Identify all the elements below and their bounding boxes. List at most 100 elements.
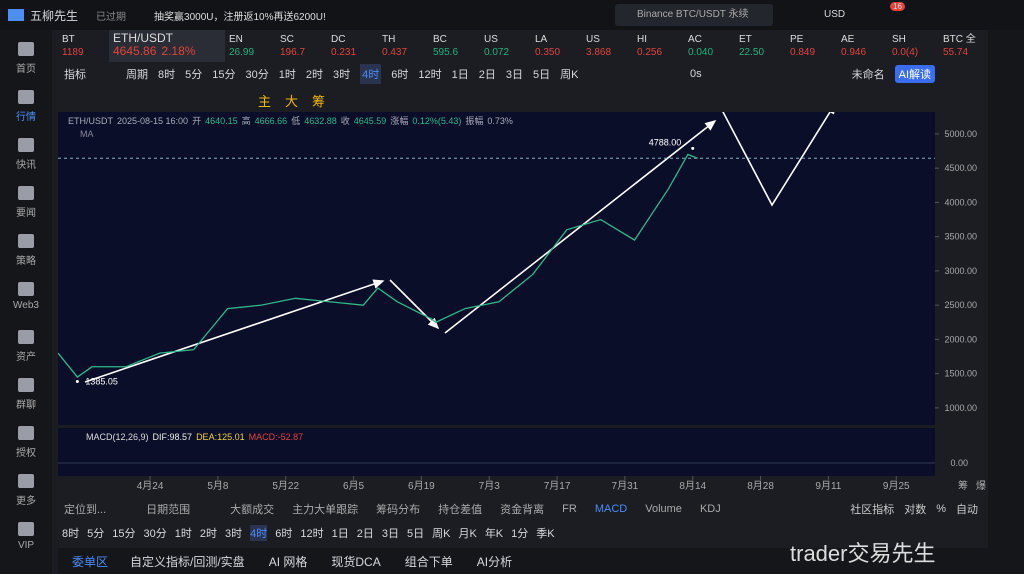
nav-item[interactable]: 更多 xyxy=(0,474,52,507)
indicator-btn[interactable]: 指标 xyxy=(64,69,86,81)
tab[interactable]: 自定义指标/回测/实盘 xyxy=(130,554,245,569)
interval-btn[interactable]: 4时 xyxy=(250,525,268,541)
ticker[interactable]: TH 0.437 xyxy=(378,33,429,59)
nav-icon xyxy=(18,426,34,440)
interval-btn[interactable]: 8时 xyxy=(62,528,80,540)
nav-item[interactable]: 资产 xyxy=(0,330,52,363)
interval-btn[interactable]: 2时 xyxy=(305,69,323,81)
interval-btn[interactable]: 5分 xyxy=(185,69,203,81)
info-amplitude_label: 振幅 xyxy=(465,115,483,126)
tool-btn[interactable]: 持仓差值 xyxy=(438,504,483,516)
interval-btn[interactable]: 2时 xyxy=(199,528,217,540)
ticker[interactable]: ETH/USDT 4645.86 2.18% xyxy=(109,30,225,62)
nav-item[interactable]: 要闻 xyxy=(0,186,52,219)
nav-item[interactable]: 授权 xyxy=(0,426,52,459)
interval-btn[interactable]: 月K xyxy=(458,528,477,540)
nav-item[interactable]: 行情 xyxy=(0,90,52,123)
tool-btn[interactable]: 大额成交 xyxy=(230,504,275,516)
ticker[interactable]: AC 0.040 xyxy=(684,33,735,59)
ticker-price: 22.50 xyxy=(739,47,765,58)
interval-btn[interactable]: 3时 xyxy=(225,528,243,540)
interval-btn[interactable]: 5日 xyxy=(533,69,551,81)
tool-btn[interactable]: 筹码分布 xyxy=(376,504,421,516)
interval-btn[interactable]: 1日 xyxy=(451,69,469,81)
interval-btn[interactable]: 1时 xyxy=(174,528,192,540)
tool-btn[interactable]: KDJ xyxy=(699,503,721,515)
interval-btn[interactable]: 周K xyxy=(432,528,451,540)
tool-btn[interactable]: 社区指标 xyxy=(850,504,895,516)
layout-name[interactable]: 未命名 xyxy=(851,69,885,81)
ticker[interactable]: EN 26.99 xyxy=(225,33,276,59)
tab[interactable]: AI分析 xyxy=(476,554,513,569)
interval-btn[interactable]: 5日 xyxy=(407,528,425,540)
interval-btn[interactable]: 1分 xyxy=(511,528,529,540)
draw-tool[interactable]: 主 xyxy=(258,93,272,109)
ticker[interactable]: PE 0.849 xyxy=(786,33,837,59)
ticker[interactable]: SH 0.0(4) xyxy=(888,33,939,59)
tool-btn[interactable]: 主力大单跟踪 xyxy=(292,504,359,516)
interval-btn[interactable]: 3时 xyxy=(333,69,351,81)
tool-btn[interactable]: 定位到... xyxy=(64,504,107,516)
search-box[interactable]: Binance BTC/USDT 永续 xyxy=(615,4,773,26)
tool-btn[interactable]: 对数 xyxy=(904,504,927,516)
ticker[interactable]: BC 595.6 xyxy=(429,33,480,59)
nav-item[interactable]: 首页 xyxy=(0,42,52,75)
interval-btn[interactable]: 1时 xyxy=(278,69,296,81)
interval-btn[interactable]: 12时 xyxy=(300,528,324,540)
ticker[interactable]: AE 0.946 xyxy=(837,33,888,59)
nav-item[interactable]: 策略 xyxy=(0,234,52,267)
interval-btn[interactable]: 12时 xyxy=(418,69,442,81)
tool-btn[interactable]: Volume xyxy=(645,503,682,515)
ticker[interactable]: ET 22.50 xyxy=(735,33,786,59)
y-tick-label: 4000.00 xyxy=(944,197,977,207)
interval-btn[interactable]: 1日 xyxy=(331,528,349,540)
tool-btn[interactable]: MACD xyxy=(594,503,628,515)
tool-btn[interactable]: 自动 xyxy=(956,504,978,516)
tool-btn[interactable]: 日期范围 xyxy=(146,504,191,516)
interval-btn[interactable]: 8时 xyxy=(158,69,176,81)
interval-btn[interactable]: 年K xyxy=(484,528,504,540)
nav-item[interactable]: 快讯 xyxy=(0,138,52,171)
draw-tool[interactable]: 筹 xyxy=(312,93,326,109)
interval-btn[interactable]: 15分 xyxy=(212,69,236,81)
ticker[interactable]: US 0.072 xyxy=(480,33,531,59)
tool-btn[interactable]: 资金背离 xyxy=(500,504,545,516)
tab[interactable]: AI 网格 xyxy=(268,554,308,569)
interval-btn[interactable]: 30分 xyxy=(245,69,269,81)
nav-item[interactable]: Web3 xyxy=(0,282,52,311)
ticker[interactable]: DC 0.231 xyxy=(327,33,378,59)
ai-btn[interactable]: AI解读 xyxy=(894,65,936,83)
interval-btn[interactable]: 6时 xyxy=(391,69,409,81)
interval-btn[interactable]: 15分 xyxy=(112,528,136,540)
interval-btn[interactable]: 周K xyxy=(560,69,579,81)
ticker[interactable]: BTC 全 55.74 xyxy=(939,33,988,59)
tool-btn[interactable]: % xyxy=(936,503,946,515)
tab[interactable]: 组合下单 xyxy=(404,554,453,569)
ticker[interactable]: US 3.868 xyxy=(582,33,633,59)
ticker[interactable]: LA 0.350 xyxy=(531,33,582,59)
tool-btn[interactable]: FR xyxy=(562,503,577,515)
interval-btn[interactable]: 3日 xyxy=(381,528,399,540)
currency[interactable]: USD xyxy=(824,9,846,20)
ticker-symbol: DC xyxy=(331,34,346,45)
interval-btn[interactable]: 季K xyxy=(536,528,555,540)
ticker[interactable]: BT 1189 xyxy=(58,33,109,59)
tab[interactable]: 现货DCA xyxy=(331,554,381,569)
interval-btn[interactable]: 6时 xyxy=(275,528,293,540)
nav-item[interactable]: 群聊 xyxy=(0,378,52,411)
interval-btn[interactable]: 2日 xyxy=(478,69,496,81)
draw-tool[interactable]: 大 xyxy=(285,93,299,109)
interval-btn[interactable]: 2日 xyxy=(356,528,374,540)
promo[interactable]: 抽奖赢3000U，注册返10%再送6200U! xyxy=(154,11,326,23)
nav-item[interactable]: VIP xyxy=(0,522,52,551)
interval-btn[interactable]: 3日 xyxy=(505,69,523,81)
x-tick-label: 7月17 xyxy=(544,480,571,492)
ticker[interactable]: SC 196.7 xyxy=(276,33,327,59)
info-close_label: 收 xyxy=(341,115,350,126)
interval-btn[interactable]: 4时 xyxy=(360,64,382,84)
ticker[interactable]: HI 0.256 xyxy=(633,33,684,59)
interval-btn[interactable]: 5分 xyxy=(87,528,105,540)
interval-btn[interactable]: 30分 xyxy=(143,528,167,540)
period-btn[interactable]: 周期 xyxy=(126,69,148,81)
tab[interactable]: 委单区 xyxy=(72,554,109,569)
